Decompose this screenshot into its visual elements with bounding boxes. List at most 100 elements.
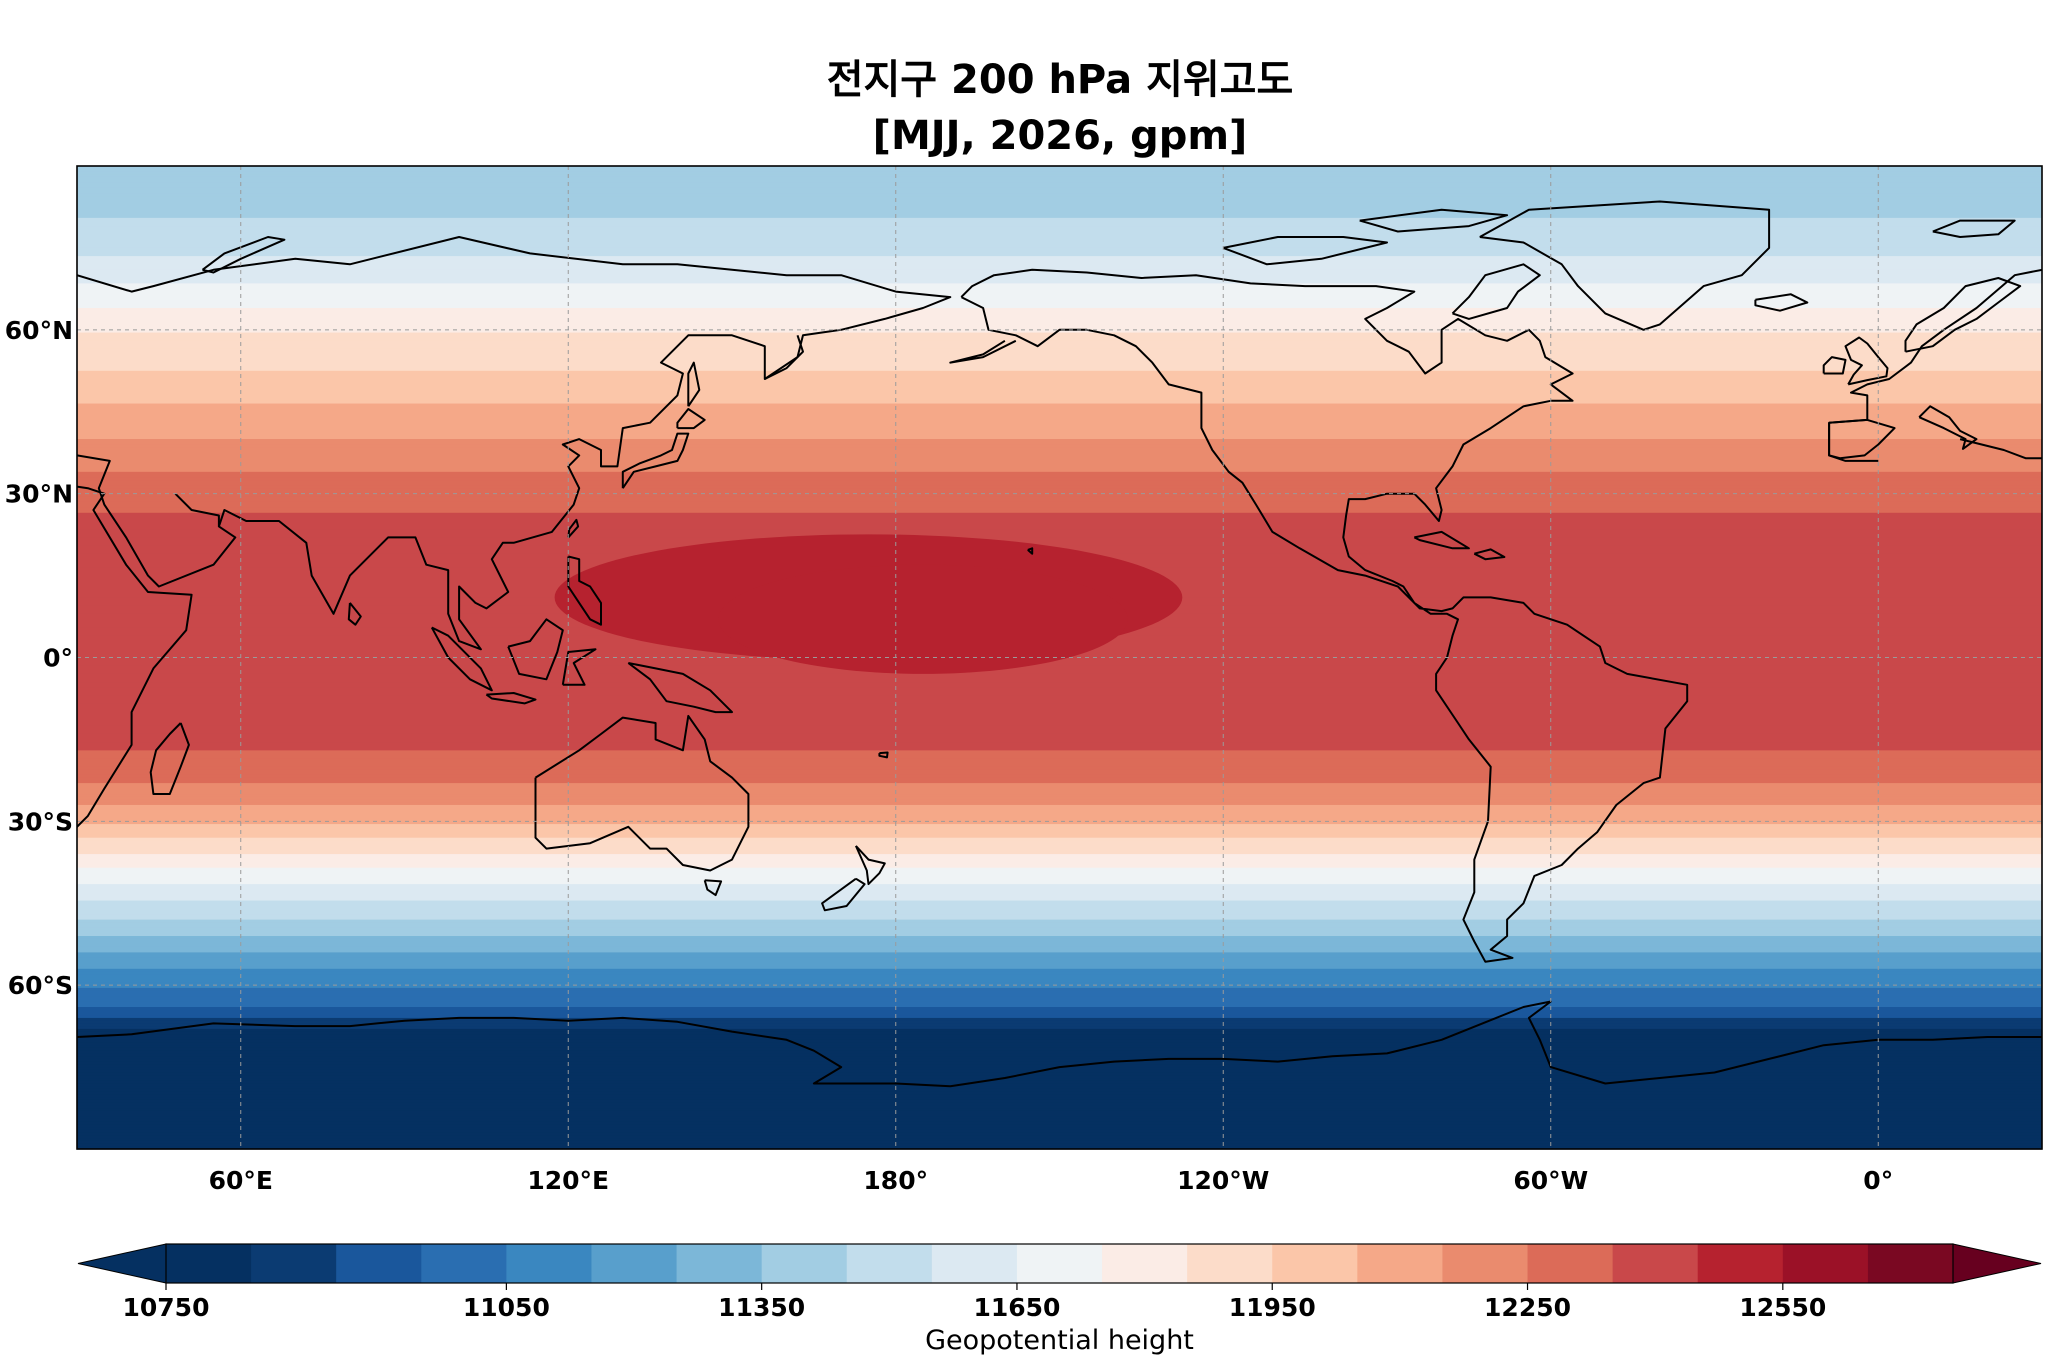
contour-band — [77, 474, 2042, 478]
longitude-tick-label: 0° — [1863, 1166, 1893, 1195]
contour-band — [77, 946, 2042, 951]
contour-band — [77, 398, 2042, 402]
contour-band — [77, 523, 2042, 528]
contour-band — [77, 190, 2042, 194]
contour-band — [77, 1086, 2042, 1090]
contour-band — [77, 679, 2042, 683]
contour-band — [77, 463, 2042, 467]
contour-band — [77, 985, 2042, 989]
contour-band — [77, 253, 2042, 257]
title-line-2: [MJJ, 2026, gpm] — [872, 113, 1248, 159]
contour-band — [77, 493, 2042, 497]
contour-band — [77, 788, 2042, 792]
colorbar-tick-label: 11650 — [973, 1293, 1060, 1322]
contour-band — [77, 1058, 2042, 1063]
contour-band — [77, 780, 2042, 784]
contour-band — [77, 378, 2042, 383]
contour-band — [77, 1110, 2042, 1115]
contour-band — [77, 196, 2042, 200]
contour-band — [77, 428, 2042, 432]
contour-band — [77, 469, 2042, 473]
contour-band — [77, 941, 2042, 945]
contour-band — [77, 968, 2042, 973]
coast-fiji — [878, 751, 889, 759]
contour-band — [77, 198, 2042, 203]
high-pressure-cores — [554, 534, 1183, 674]
coast-taiwan — [567, 518, 580, 539]
contour-band — [77, 996, 2042, 1000]
contour-band — [77, 1091, 2042, 1095]
contour-band — [77, 258, 2042, 263]
contour-band — [77, 758, 2042, 762]
contour-band — [77, 1050, 2042, 1055]
contour-band — [77, 187, 2042, 192]
contour-band — [77, 731, 2042, 735]
contour-band — [77, 338, 2042, 342]
contour-band — [77, 1135, 2042, 1139]
contour-band — [77, 286, 2042, 290]
contour-band — [77, 332, 2042, 336]
contour-band — [77, 976, 2042, 981]
contour-band — [77, 703, 2042, 708]
contour-band — [77, 936, 2042, 940]
contour-band — [77, 346, 2042, 350]
contour-band — [77, 1143, 2042, 1147]
contour-band — [77, 1102, 2042, 1106]
contour-band — [77, 1047, 2042, 1052]
contour-band — [77, 354, 2042, 358]
contour-band — [77, 264, 2042, 268]
contour-band — [77, 668, 2042, 672]
contour-band — [77, 256, 2042, 260]
contour-band — [77, 220, 2042, 224]
contour-band — [77, 217, 2042, 222]
coast-japan — [621, 432, 690, 489]
contour-band — [77, 1088, 2042, 1093]
contour-band — [77, 739, 2042, 743]
contour-band — [77, 444, 2042, 448]
contour-band — [77, 387, 2042, 391]
colorbar-tick-label: 12250 — [1484, 1293, 1571, 1322]
contour-band — [77, 692, 2042, 697]
colorbar-extend-low — [77, 1243, 167, 1284]
contour-band — [77, 324, 2042, 328]
contour-band — [77, 818, 2042, 822]
contour-band — [77, 433, 2042, 437]
contour-band — [77, 291, 2042, 295]
latitude-tick-label: 60°S — [8, 971, 73, 1000]
contour-band — [77, 471, 2042, 476]
contour-band — [77, 228, 2042, 233]
contour-band — [77, 441, 2042, 446]
contour-band — [77, 772, 2042, 776]
contour-band — [77, 895, 2042, 899]
contour-band — [77, 343, 2042, 347]
contour-band — [77, 925, 2042, 929]
title-line-1: 전지구 200 hPa 지위고도 — [826, 57, 1294, 103]
contour-band — [77, 897, 2042, 902]
contour-band — [77, 1075, 2042, 1079]
contour-band — [77, 1132, 2042, 1136]
contour-band — [77, 545, 2042, 549]
contour-band — [77, 1023, 2042, 1027]
contour-band — [77, 889, 2042, 893]
contour-band — [77, 261, 2042, 265]
contour-band — [77, 499, 2042, 503]
contour-band — [77, 892, 2042, 896]
contour-band — [77, 384, 2042, 388]
contour-band — [77, 400, 2042, 405]
contour-band — [77, 176, 2042, 181]
contour-band — [77, 840, 2042, 844]
contour-band — [77, 179, 2042, 183]
contour-band — [77, 414, 2042, 418]
contour-band — [77, 1067, 2042, 1071]
map-area — [76, 165, 2043, 1150]
contour-band — [77, 272, 2042, 276]
contour-band — [77, 537, 2042, 541]
contour-band — [77, 957, 2042, 962]
contour-band — [77, 373, 2042, 377]
longitude-tick-label: 60°W — [1513, 1166, 1588, 1195]
coast-australia — [534, 714, 750, 872]
contour-band — [77, 310, 2042, 315]
contour-band — [77, 1078, 2042, 1082]
contour-band — [77, 903, 2042, 907]
coast-philippines — [567, 555, 602, 626]
